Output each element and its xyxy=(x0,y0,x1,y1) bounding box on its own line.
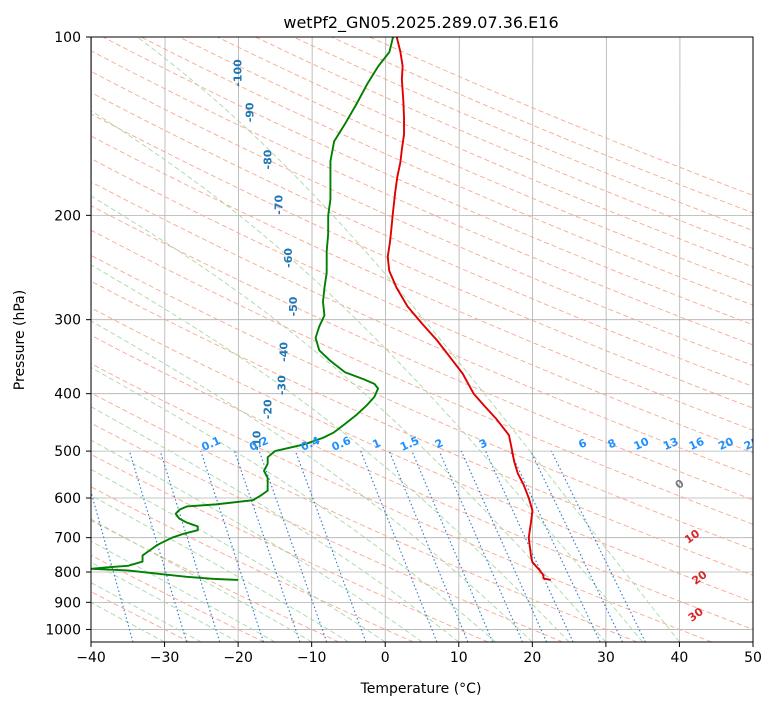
isotherm-label: -100 xyxy=(231,59,244,87)
x-tick-label: −40 xyxy=(76,650,106,666)
y-tick-label: 200 xyxy=(54,208,81,224)
dry-adiabat-line xyxy=(179,37,753,287)
y-axis-label: Pressure (hPa) xyxy=(12,290,28,390)
y-tick-label: 100 xyxy=(54,30,81,46)
moist-adiabat-line xyxy=(91,439,423,642)
isotherm-label: -90 xyxy=(243,102,256,122)
moist-adiabat-line xyxy=(91,367,496,642)
mixing-ratio-label: 10 xyxy=(632,435,652,453)
dry-adiabat-line xyxy=(91,254,753,550)
isotherm-label: -60 xyxy=(282,248,295,268)
mixing-ratio-label: 16 xyxy=(687,435,707,453)
y-tick-label: 800 xyxy=(54,565,81,581)
mixing-ratio-line xyxy=(91,489,134,642)
dry-adiabat-line xyxy=(369,37,753,196)
dry-adiabat-line xyxy=(91,307,753,603)
moist-adiabat-line xyxy=(137,37,680,642)
mixing-ratio-label: 25 xyxy=(742,435,761,453)
x-tick-label: 10 xyxy=(450,650,468,666)
y-tick-label: 700 xyxy=(54,531,81,547)
isotherm-label: -50 xyxy=(287,296,300,316)
x-tick-label: 50 xyxy=(744,650,762,666)
dry-adiabat-line xyxy=(91,280,753,576)
chart-title: wetPf2_GN05.2025.289.07.36.E16 xyxy=(283,13,558,33)
moist-adiabat-line xyxy=(91,561,239,642)
dry-adiabat-line xyxy=(91,113,753,409)
mixing-ratio-line xyxy=(550,450,646,642)
dry-adiabat-line xyxy=(91,334,753,630)
moist-adiabat-line xyxy=(91,264,570,642)
mixing-ratio-line xyxy=(460,450,548,642)
y-tick-label: 600 xyxy=(54,491,81,507)
dry-adiabat-line xyxy=(91,363,712,642)
moist-adiabat-line xyxy=(91,195,607,642)
plot-frame xyxy=(90,36,754,643)
x-axis-label: Temperature (°C) xyxy=(360,681,482,697)
dry-adiabat-line xyxy=(91,392,638,642)
dry-adiabat-line xyxy=(91,70,753,366)
mixing-ratio-label: 20 xyxy=(716,435,736,453)
dry-adiabat-line xyxy=(91,422,563,642)
x-tick-label: 30 xyxy=(597,650,615,666)
x-tick-label: −20 xyxy=(223,650,253,666)
mixing-ratio-line xyxy=(233,450,301,642)
dry-adiabat-line xyxy=(91,135,753,431)
x-tick-label: 20 xyxy=(523,650,541,666)
moist-adiabat-line xyxy=(91,582,202,642)
mixing-ratio-line xyxy=(530,450,624,642)
moist-adiabat-line xyxy=(91,110,644,642)
mixing-ratio-line xyxy=(438,450,523,642)
mixing-ratio-line xyxy=(411,450,494,642)
y-tick-label: 900 xyxy=(54,595,81,611)
temperature-profile-line xyxy=(386,37,551,581)
isotherm-label: -10 xyxy=(250,430,263,450)
mixing-ratio-line xyxy=(159,450,221,642)
moist-adiabat-line xyxy=(91,406,460,642)
moist-adiabat-line xyxy=(91,494,349,642)
mixing-ratio-line xyxy=(258,450,328,642)
dry-adiabat-line xyxy=(91,158,753,454)
isotherm-label: -30 xyxy=(275,375,288,395)
x-tick-label: 0 xyxy=(381,650,390,666)
x-tick-label: −30 xyxy=(150,650,180,666)
dewpoint-profile-line xyxy=(91,37,394,581)
y-tick-label: 400 xyxy=(54,387,81,403)
isotherm-label: -70 xyxy=(273,195,286,215)
moist-adiabat-line xyxy=(91,468,386,642)
dry-adiabat-line xyxy=(217,37,753,268)
mixing-ratio-label: 13 xyxy=(661,435,680,453)
moist-adiabat-line xyxy=(91,518,312,642)
mixing-ratio-line xyxy=(388,450,469,642)
isotherm-label: -20 xyxy=(261,399,274,419)
x-tick-label: 40 xyxy=(671,650,689,666)
dry-adiabat-line xyxy=(91,50,753,346)
y-tick-label: 500 xyxy=(54,444,81,460)
dry-adiabat-line xyxy=(91,205,753,501)
y-tick-label: 1000 xyxy=(45,622,81,638)
dry-adiabat-line xyxy=(255,37,753,250)
x-tick-label: −10 xyxy=(297,650,327,666)
mixing-ratio-line xyxy=(128,450,188,642)
isotherm-label: -40 xyxy=(278,342,291,362)
y-tick-label: 300 xyxy=(54,313,81,329)
mixing-ratio-line xyxy=(200,450,265,642)
isotherm-label: -80 xyxy=(262,149,275,169)
